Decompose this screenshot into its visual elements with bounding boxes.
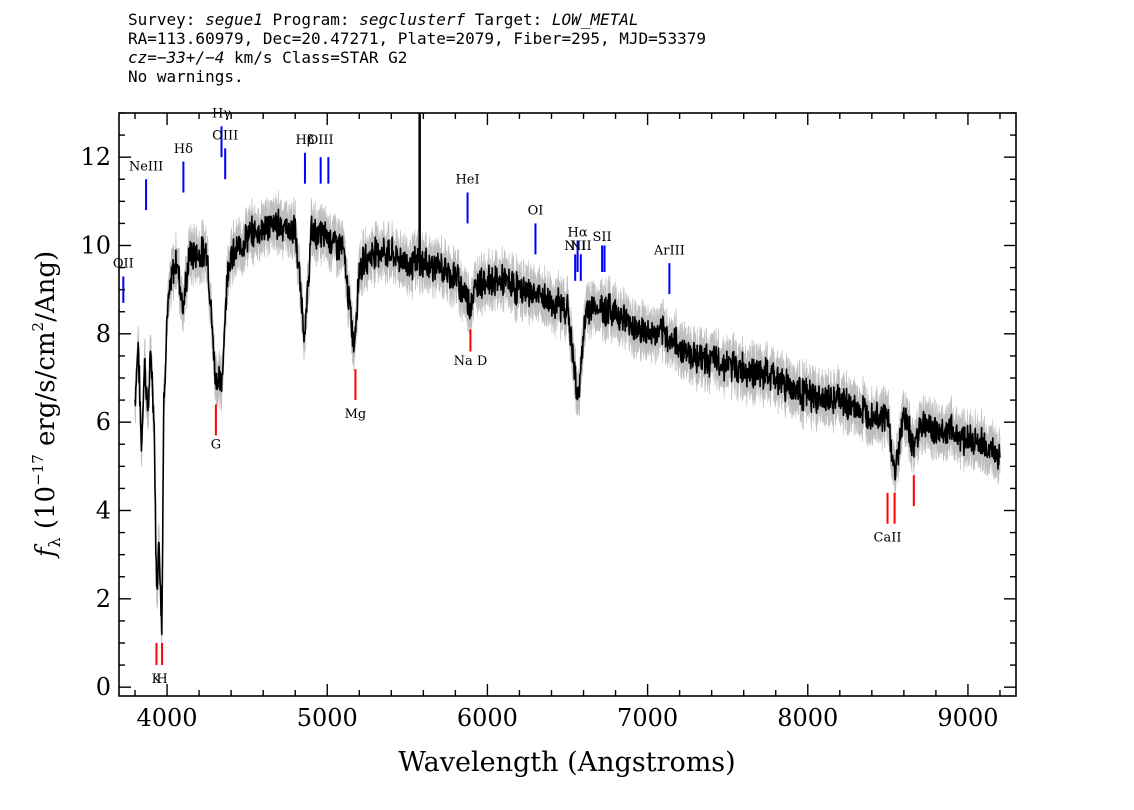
x-axis-label: Wavelength (Angstroms)	[398, 747, 735, 778]
emission-line-label: OIII	[212, 129, 238, 144]
emission-line-label: HeI	[455, 173, 479, 188]
flux-line	[134, 208, 1001, 636]
y-tick-label: 12	[80, 143, 111, 171]
x-tick-label: 9000	[937, 704, 998, 732]
header-line-coordinates: RA=113.60979, Dec=20.47271, Plate=2079, …	[128, 29, 706, 48]
emission-line-label: NeIII	[129, 159, 163, 174]
y-tick-label: 4	[96, 497, 111, 525]
cz-label: cz=	[128, 48, 157, 67]
flux-series	[134, 113, 1001, 636]
emission-line-label: OII	[113, 257, 134, 272]
emission-line-label: ArIII	[653, 243, 685, 258]
y-label-exp: −17	[29, 454, 47, 486]
y-axis-label: fλ (10−17 erg/s/cm2/Ang)	[29, 251, 64, 559]
header-line-redshift: cz=−33+/−4 km/s Class=STAR G2	[128, 48, 706, 67]
y-label-exp2: 2	[29, 322, 47, 332]
absorption-line-label: H	[156, 672, 167, 687]
emission-line-label: NII	[570, 239, 592, 254]
spectrum-header: Survey: segue1 Program: segclusterf Targ…	[128, 10, 706, 86]
x-tick-label: 6000	[457, 704, 518, 732]
emission-line-label: Hβ	[296, 133, 315, 148]
survey-value: segue1	[205, 10, 263, 29]
x-tick-label: 7000	[617, 704, 678, 732]
y-tick-label: 6	[96, 408, 111, 436]
class-text: km/s Class=STAR G2	[224, 48, 408, 67]
header-line-survey: Survey: segue1 Program: segclusterf Targ…	[128, 10, 706, 29]
absorption-line-label: Mg	[345, 407, 367, 422]
header-line-warnings: No warnings.	[128, 67, 244, 86]
program-value: segclusterf	[359, 10, 466, 29]
survey-label: Survey:	[128, 10, 206, 29]
absorption-line-label: K	[152, 672, 162, 687]
emission-line-label: Hα	[568, 226, 588, 241]
error-band-area	[134, 190, 1001, 654]
y-label-post: erg/s/cm	[31, 331, 61, 454]
plot-frame	[118, 112, 1017, 697]
plot-axes: 4000 5000 6000 7000 8000 9000 0 2 4 6 8 10 12	[80, 112, 1017, 732]
target-label: Target:	[465, 10, 552, 29]
target-value: LOW_METAL	[551, 10, 639, 29]
emission-line-label: NII	[564, 239, 586, 254]
program-label: Program:	[262, 10, 360, 29]
emission-line-label: OIII	[308, 133, 334, 148]
emission-line-label: Hδ	[174, 142, 193, 157]
y-label-sub: λ	[45, 537, 64, 547]
y-tick-label: 10	[80, 232, 111, 260]
y-tick-label: 0	[96, 673, 111, 701]
emission-line-label: Hγ	[212, 106, 231, 121]
y-label-pre: (10	[31, 486, 61, 538]
error-band	[134, 190, 1001, 654]
absorption-line-label: G	[211, 438, 221, 453]
x-tick-label: 5000	[297, 704, 358, 732]
y-tick-label: 8	[96, 320, 111, 348]
x-tick-label: 8000	[777, 704, 838, 732]
absorption-line-label: Na D	[454, 354, 488, 369]
y-label-end: /Ang)	[31, 251, 61, 322]
emission-line-label: SII	[593, 230, 612, 245]
cz-value: −33+/−4	[156, 48, 225, 67]
x-tick-label: 4000	[137, 704, 198, 732]
y-tick-label: 2	[96, 585, 111, 613]
absorption-line-label: CaII	[874, 530, 902, 545]
emission-line-label: OI	[528, 204, 544, 219]
